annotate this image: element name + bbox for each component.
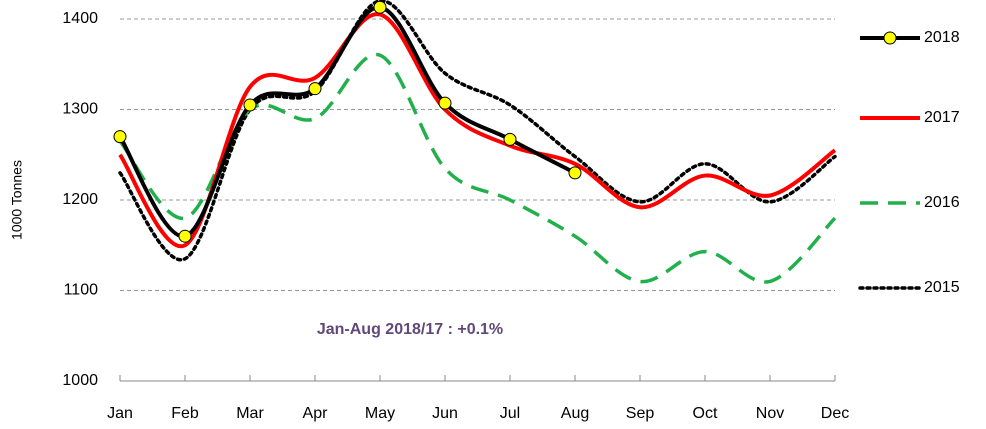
series-marker	[438, 96, 452, 110]
y-tick-label: 1100	[64, 282, 99, 299]
series-marker	[568, 166, 582, 180]
x-tick-label: Jul	[500, 405, 520, 422]
x-tick-label: Oct	[693, 405, 718, 422]
x-tick-label: Mar	[236, 405, 264, 422]
y-tick-label: 1300	[62, 101, 98, 118]
x-tick-label: Nov	[756, 405, 784, 422]
legend-marker	[883, 31, 897, 45]
series-marker	[373, 0, 387, 14]
y-tick-label: 1400	[62, 10, 98, 27]
x-tick-label: Jun	[432, 405, 458, 422]
annotation: Jan-Aug 2018/17 : +0.1%	[317, 321, 503, 338]
series-marker	[308, 82, 322, 96]
x-tick-label: Jan	[107, 405, 133, 422]
x-tick-label: Sep	[626, 405, 655, 422]
x-tick-label: Feb	[171, 405, 199, 422]
x-tick-label: May	[365, 405, 395, 422]
legend-label: 2015	[924, 279, 960, 296]
y-tick-label: 1200	[62, 191, 98, 208]
y-tick-label: 1000	[62, 372, 98, 389]
series-marker	[243, 98, 257, 112]
series-line	[118, 0, 837, 262]
series-marker	[503, 132, 517, 146]
y-axis-label: 1000 Tonnes	[9, 160, 25, 240]
series-marker	[113, 130, 127, 144]
series-line	[118, 5, 576, 239]
x-tick-label: Apr	[303, 405, 329, 422]
series-marker	[178, 229, 192, 243]
series-line	[118, 12, 837, 249]
legend-label: 2018	[924, 29, 960, 46]
legend-label: 2017	[924, 109, 960, 126]
x-tick-label: Aug	[561, 405, 589, 422]
x-tick-label: Dec	[821, 405, 849, 422]
legend-label: 2016	[924, 194, 960, 211]
